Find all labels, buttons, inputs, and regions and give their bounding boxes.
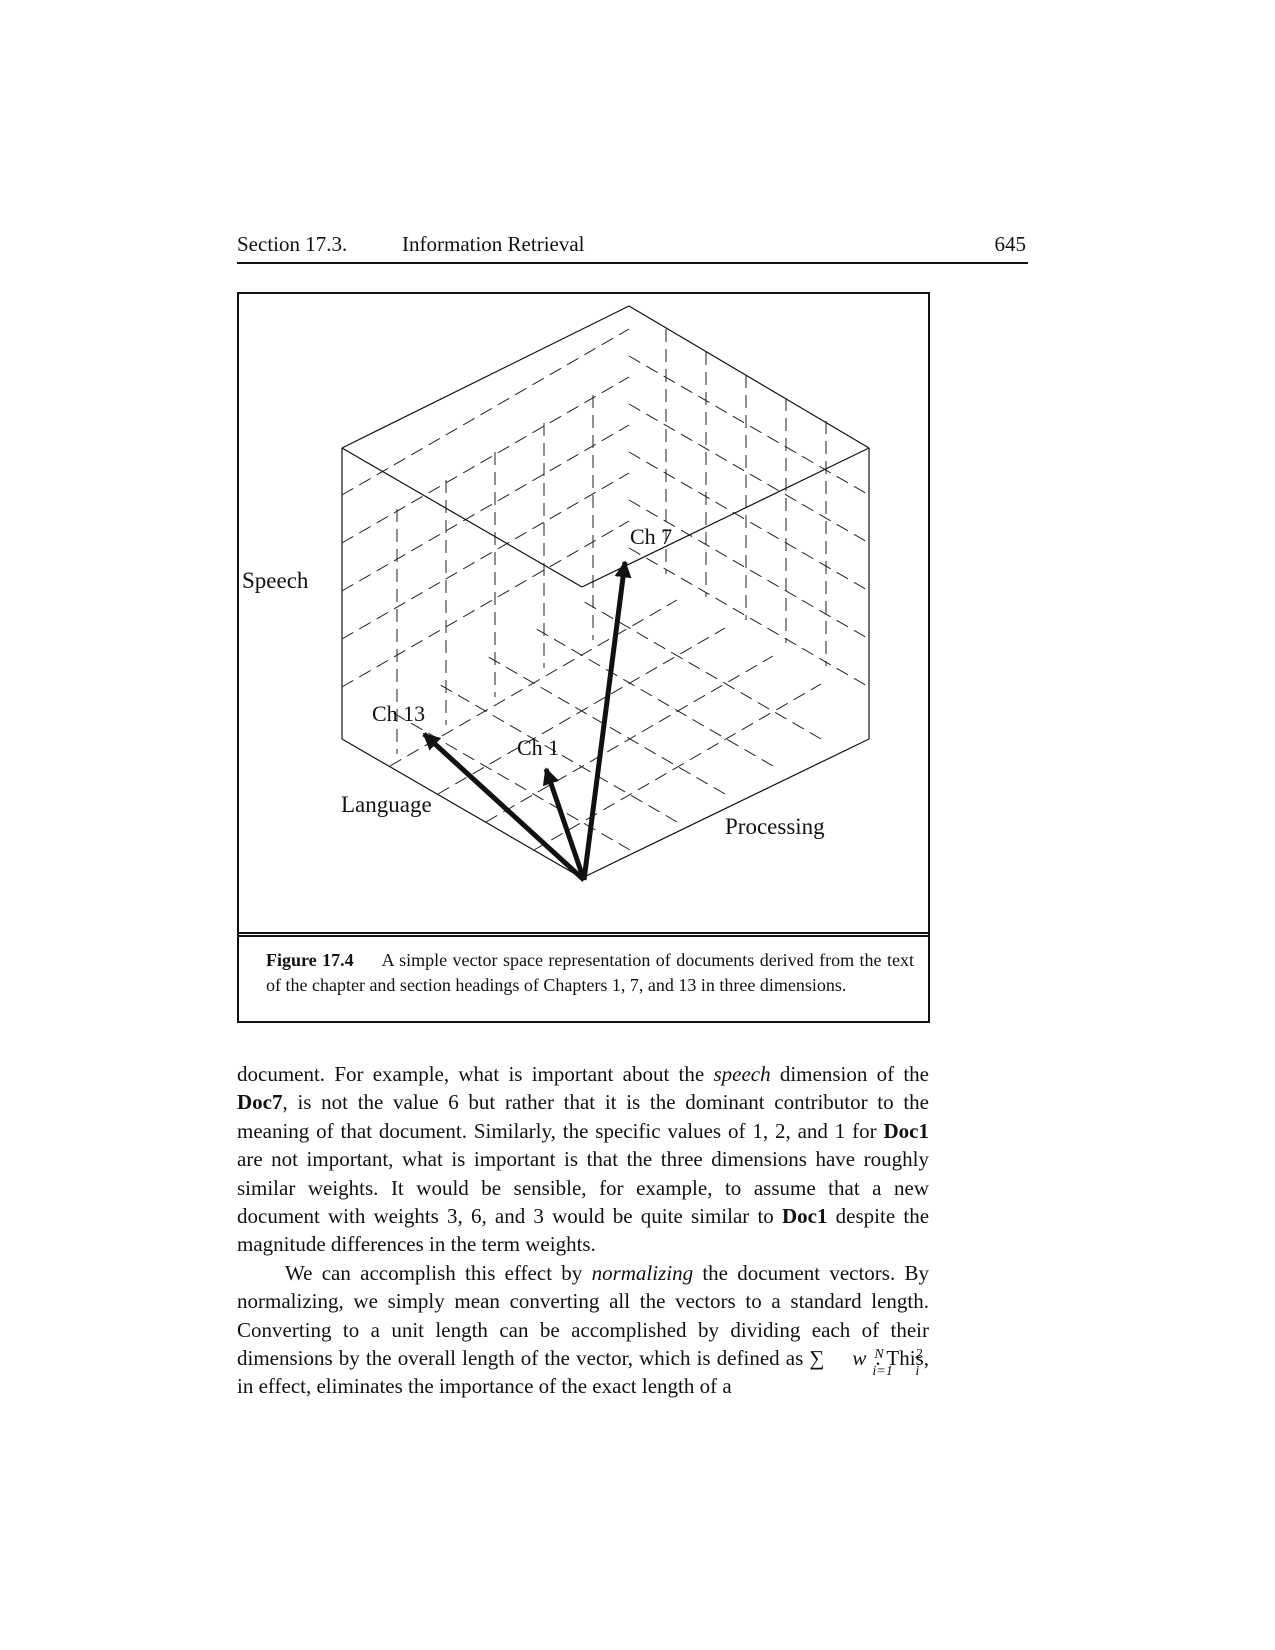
figure-17-4: Speech Language Processing Ch 7 Ch 13 Ch… (237, 292, 930, 1023)
weight-symbol: w (852, 1346, 867, 1371)
text-run: are not important, what is important is … (237, 1147, 929, 1229)
vector-label-ch7: Ch 7 (630, 524, 672, 549)
page-number: 645 (994, 232, 1027, 256)
header-chapter-title: Information Retrieval (402, 232, 585, 256)
text-run: We can accomplish this effect by (285, 1260, 592, 1285)
emphasis-speech: speech (713, 1062, 771, 1086)
vector-space-diagram: Speech Language Processing Ch 7 Ch 13 Ch… (242, 305, 870, 882)
vector-ch7-arrow (581, 560, 632, 881)
term-doc1: Doc1 (883, 1118, 930, 1143)
grid-back-left-wall (341, 328, 630, 754)
text-run: , is not the value 6 but rather that it … (237, 1090, 929, 1143)
figure-caption-label: Figure 17.4 (266, 950, 354, 970)
axis-label-speech: Speech (242, 568, 309, 593)
text-run: the document vectors. By normalizing, we… (237, 1260, 929, 1371)
sum-lower-limit: i=1 (872, 1364, 893, 1380)
text-run: dimension of the (770, 1062, 930, 1086)
weight-superscript: 2 (915, 1347, 923, 1363)
vector-ch1-arrow (542, 767, 587, 881)
text-run: despite the magnitude differences in the… (237, 1204, 930, 1257)
grid-back-right-wall (628, 329, 870, 688)
figure-caption: Figure 17.4 A simple vector space represe… (239, 932, 928, 1021)
body-paragraph-1: document. For example, what is important… (237, 1060, 929, 1259)
vector-label-ch13: Ch 13 (372, 701, 425, 726)
body-paragraph-2: We can accomplish this effect by normali… (237, 1259, 929, 1401)
figure-caption-text: A simple vector space representation of … (266, 950, 914, 995)
running-header: Section 17.3. Information Retrieval 645 (237, 232, 1028, 264)
vector-ch13-arrow (422, 732, 586, 882)
body-text: document. For example, what is important… (237, 1060, 929, 1401)
text-run: . This, in effect, eliminates the import… (237, 1346, 929, 1399)
text-run: document. For example, what is important… (237, 1062, 714, 1086)
term-doc1: Doc1 (782, 1204, 828, 1229)
vector-label-ch1: Ch 1 (517, 735, 559, 760)
sum-upper-limit: N (874, 1347, 884, 1363)
cube-outline (341, 305, 870, 879)
sum-symbol: ∑ (809, 1346, 825, 1371)
weight-subscript: i (915, 1364, 920, 1380)
axis-label-processing: Processing (725, 814, 825, 839)
header-section-number: Section 17.3. (237, 232, 348, 256)
emphasis-normalizing: normalizing (591, 1260, 694, 1285)
term-doc7: Doc7 (237, 1090, 283, 1115)
document-vectors (422, 560, 632, 882)
axis-label-language: Language (341, 792, 432, 817)
